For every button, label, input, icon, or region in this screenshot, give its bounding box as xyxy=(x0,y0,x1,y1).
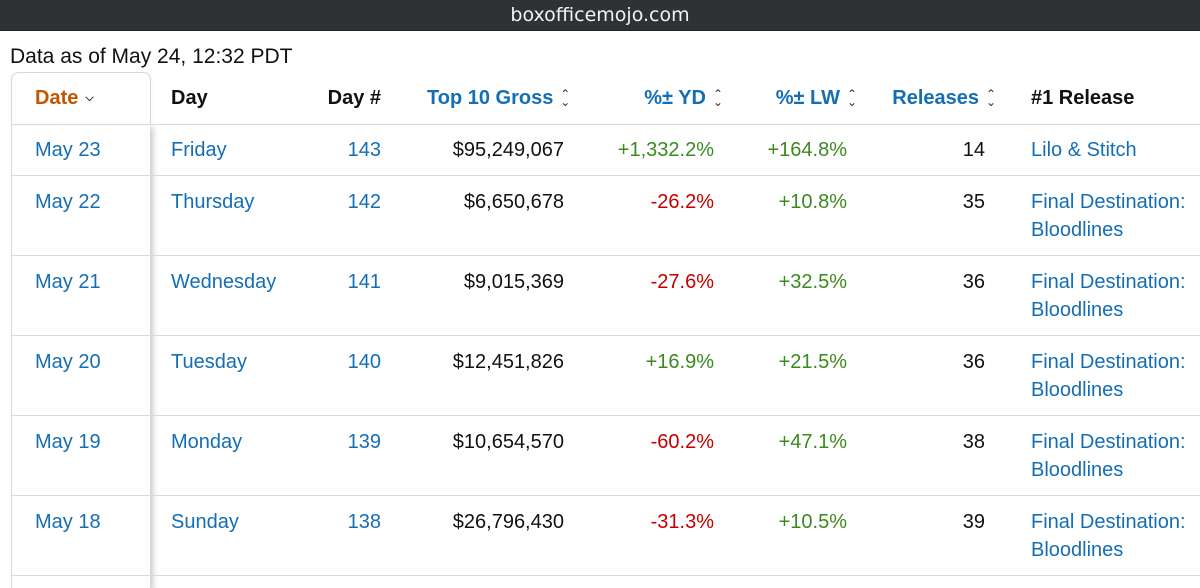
row-pct-lw: +164.8% xyxy=(767,139,847,161)
table-row: May 21 Wednesday 141 $9,015,369 -27.6% +… xyxy=(11,255,1200,336)
row-date-link[interactable]: May 20 xyxy=(35,351,101,373)
sort-updown-icon: ⌃ ⌄ xyxy=(712,87,724,109)
row-gross: $9,015,369 xyxy=(463,271,564,293)
row-day-number-link[interactable]: 138 xyxy=(347,511,381,533)
row-pct-lw: +32.5% xyxy=(778,271,847,293)
column-header-date[interactable]: Date ⌵ xyxy=(35,72,94,124)
column-header-label: Releases xyxy=(892,86,979,109)
row-top-release-link[interactable]: Lilo & Stitch xyxy=(1031,139,1137,161)
row-top-release-link[interactable]: Final Destination: Bloodlines xyxy=(1031,511,1186,561)
row-day-number-link[interactable]: 140 xyxy=(347,351,381,373)
column-header-pct-yd[interactable]: %± YD ⌃ ⌄ xyxy=(600,72,724,124)
row-day-number-link[interactable]: 139 xyxy=(347,431,381,453)
row-releases: 39 xyxy=(962,511,985,533)
table-row: May 22 Thursday 142 $6,650,678 -26.2% +1… xyxy=(11,175,1200,256)
row-releases: 38 xyxy=(962,431,985,453)
row-day-number-link[interactable]: 142 xyxy=(347,191,381,213)
sort-updown-icon: ⌃ ⌄ xyxy=(985,87,997,109)
row-pct-yd: -31.3% xyxy=(650,511,714,533)
row-pct-yd: +16.9% xyxy=(645,351,714,373)
row-gross: $12,451,826 xyxy=(452,351,564,373)
column-header-day-number: Day # xyxy=(280,72,381,124)
table-header-row: Date ⌵ Day Day # Top 10 Gross ⌃ ⌄ %± YD ⌃… xyxy=(0,72,1200,124)
date-column-panel xyxy=(11,124,150,588)
row-gross: $6,650,678 xyxy=(463,191,564,213)
chevron-down-icon: ⌵ xyxy=(85,91,94,104)
row-date-link[interactable]: May 18 xyxy=(35,511,101,533)
row-day-link[interactable]: Friday xyxy=(171,139,227,161)
row-releases: 36 xyxy=(962,271,985,293)
row-top-release-link[interactable]: Final Destination: Bloodlines xyxy=(1031,191,1186,241)
row-day-number-link[interactable]: 141 xyxy=(347,271,381,293)
table-row: May 19 Monday 139 $10,654,570 -60.2% +47… xyxy=(11,415,1200,496)
row-day-link[interactable]: Thursday xyxy=(171,191,255,213)
row-pct-lw: +47.1% xyxy=(778,431,847,453)
row-date-link[interactable]: May 22 xyxy=(35,191,101,213)
row-top-release-link[interactable]: Final Destination: Bloodlines xyxy=(1031,271,1186,321)
row-releases: 36 xyxy=(962,351,985,373)
row-pct-lw: +10.8% xyxy=(778,191,847,213)
row-day-link[interactable]: Wednesday xyxy=(171,271,277,293)
column-header-label: #1 Release xyxy=(1031,86,1135,109)
column-header-releases[interactable]: Releases ⌃ ⌄ xyxy=(870,72,997,124)
row-top-release-link[interactable]: Final Destination: Bloodlines xyxy=(1031,351,1186,401)
table-row: May 20 Tuesday 140 $12,451,826 +16.9% +2… xyxy=(11,335,1200,416)
row-pct-yd: -60.2% xyxy=(650,431,714,453)
row-date-link[interactable]: May 23 xyxy=(35,139,101,161)
column-header-label: Top 10 Gross xyxy=(427,86,554,109)
column-header-top10-gross[interactable]: Top 10 Gross ⌃ ⌄ xyxy=(427,72,571,124)
row-pct-yd: +1,332.2% xyxy=(617,139,714,161)
row-releases: 35 xyxy=(962,191,985,213)
column-header-label: %± LW xyxy=(775,86,840,109)
sort-updown-icon: ⌃ ⌄ xyxy=(560,87,571,109)
row-pct-yd: -26.2% xyxy=(650,191,714,213)
column-header-day: Day xyxy=(171,72,208,124)
column-header-label: Date xyxy=(35,86,79,109)
data-as-of-text: Data as of May 24, 12:32 PDT xyxy=(10,45,293,68)
daily-gross-table: Date ⌵ Day Day # Top 10 Gross ⌃ ⌄ %± YD ⌃… xyxy=(0,72,1200,588)
row-gross: $95,249,067 xyxy=(452,139,564,161)
column-header-label: Day # xyxy=(327,86,381,109)
row-gross: $10,654,570 xyxy=(452,431,564,453)
row-day-link[interactable]: Monday xyxy=(171,431,243,453)
row-day-link[interactable]: Sunday xyxy=(171,511,239,533)
table-row xyxy=(11,575,1200,588)
column-header-label: %± YD xyxy=(644,86,706,109)
table-row: May 18 Sunday 138 $26,796,430 -31.3% +10… xyxy=(11,495,1200,576)
browser-url-bar[interactable]: boxofficemojo.com xyxy=(0,0,1200,31)
row-top-release-link[interactable]: Final Destination: Bloodlines xyxy=(1031,431,1186,481)
row-pct-lw: +10.5% xyxy=(778,511,847,533)
row-date-link[interactable]: May 21 xyxy=(35,271,101,293)
column-header-top-release: #1 Release xyxy=(1031,72,1134,124)
sort-updown-icon: ⌃ ⌄ xyxy=(846,87,858,109)
table-row: May 23 Friday 143 $95,249,067 +1,332.2% … xyxy=(11,124,1200,176)
row-pct-yd: -27.6% xyxy=(650,271,714,293)
row-day-link[interactable]: Tuesday xyxy=(171,351,247,373)
column-header-label: Day xyxy=(171,86,208,109)
url-text: boxofficemojo.com xyxy=(510,4,690,26)
row-date-link[interactable]: May 19 xyxy=(35,431,101,453)
row-releases: 14 xyxy=(962,139,985,161)
date-column-tab xyxy=(11,72,151,125)
row-pct-lw: +21.5% xyxy=(778,351,847,373)
row-day-number-link[interactable]: 143 xyxy=(347,139,381,161)
row-gross: $26,796,430 xyxy=(452,511,564,533)
column-header-pct-lw[interactable]: %± LW ⌃ ⌄ xyxy=(740,72,858,124)
